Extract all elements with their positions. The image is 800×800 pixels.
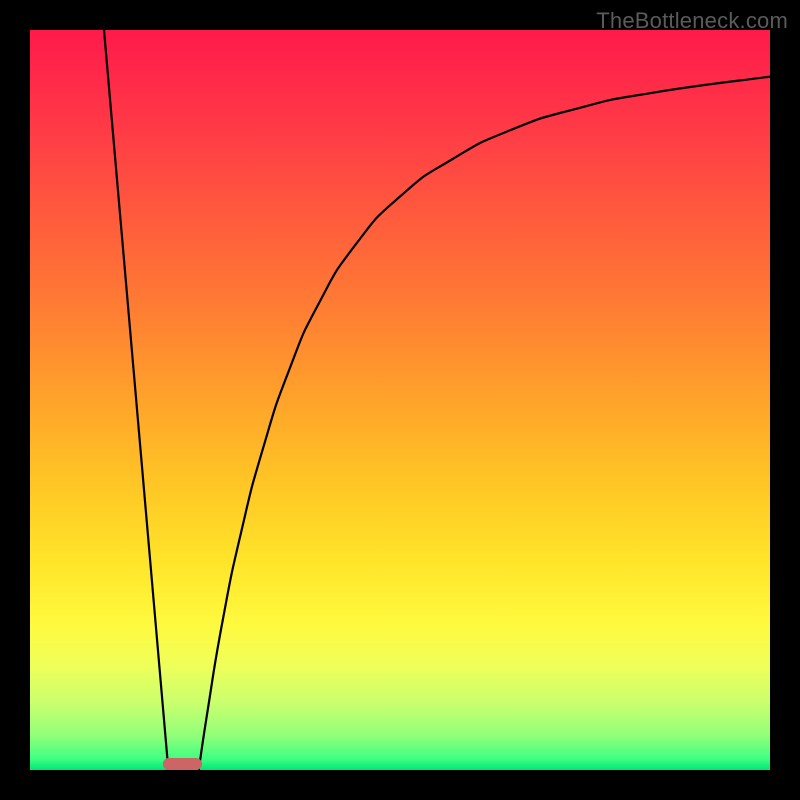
bottleneck-chart-container: TheBottleneck.com bbox=[0, 0, 800, 800]
watermark-text: TheBottleneck.com bbox=[596, 8, 788, 34]
optimal-marker-bar bbox=[163, 758, 202, 770]
chart-gradient-background bbox=[30, 30, 770, 770]
bottleneck-chart bbox=[0, 0, 800, 800]
